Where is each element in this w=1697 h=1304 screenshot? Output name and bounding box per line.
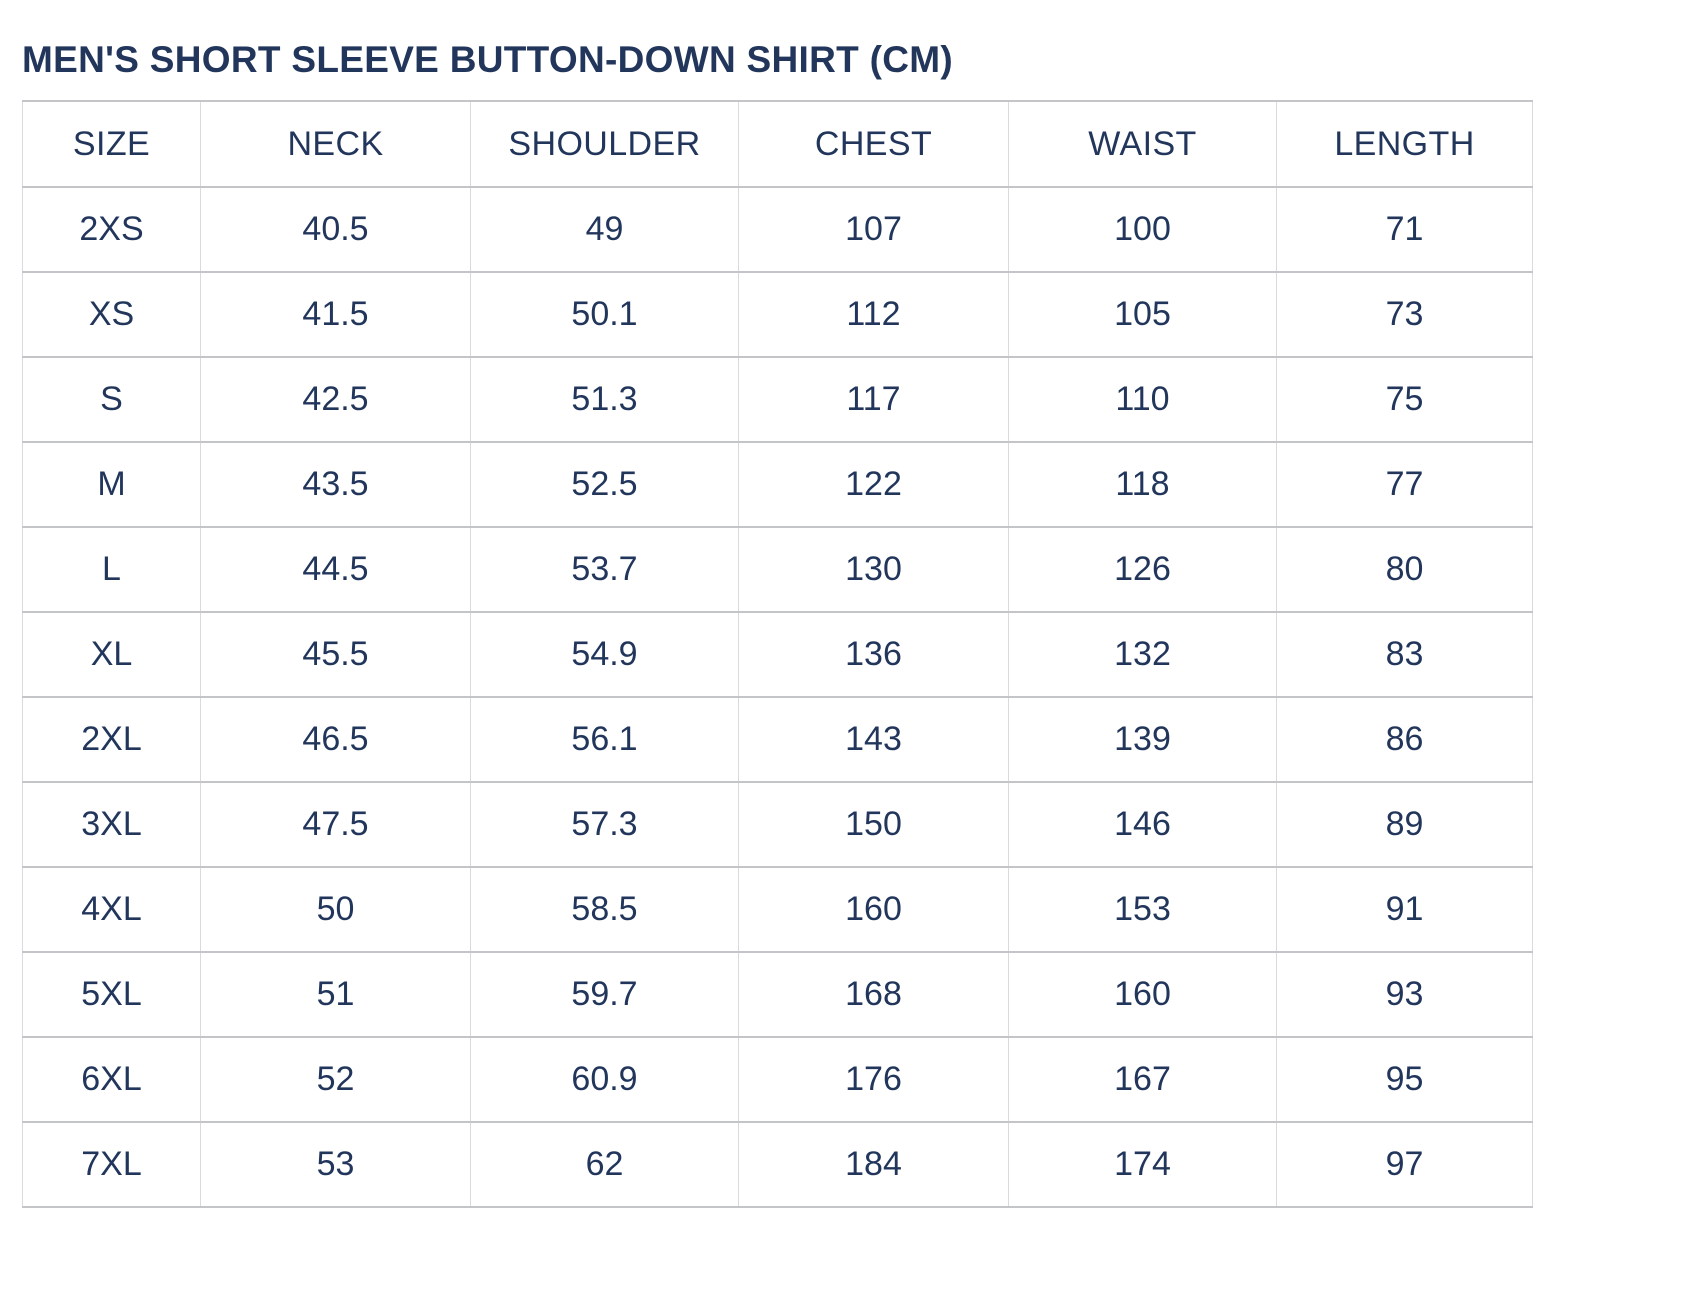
cell-size: L bbox=[22, 527, 201, 613]
cell-chest: 130 bbox=[738, 527, 1009, 613]
cell-length: 73 bbox=[1276, 272, 1533, 358]
cell-neck: 41.5 bbox=[200, 272, 471, 358]
cell-chest: 112 bbox=[738, 272, 1009, 358]
table-row: M 43.5 52.5 122 118 77 bbox=[22, 442, 1533, 528]
cell-size: XS bbox=[22, 272, 201, 358]
cell-neck: 40.5 bbox=[200, 187, 471, 273]
cell-length: 95 bbox=[1276, 1037, 1533, 1123]
table-row: 2XL 46.5 56.1 143 139 86 bbox=[22, 697, 1533, 783]
cell-waist: 167 bbox=[1008, 1037, 1277, 1123]
cell-length: 93 bbox=[1276, 952, 1533, 1038]
cell-chest: 136 bbox=[738, 612, 1009, 698]
cell-size: S bbox=[22, 357, 201, 443]
cell-chest: 176 bbox=[738, 1037, 1009, 1123]
cell-length: 75 bbox=[1276, 357, 1533, 443]
cell-shoulder: 53.7 bbox=[470, 527, 739, 613]
cell-size: 6XL bbox=[22, 1037, 201, 1123]
cell-length: 77 bbox=[1276, 442, 1533, 528]
cell-shoulder: 52.5 bbox=[470, 442, 739, 528]
cell-shoulder: 51.3 bbox=[470, 357, 739, 443]
cell-shoulder: 58.5 bbox=[470, 867, 739, 953]
cell-length: 83 bbox=[1276, 612, 1533, 698]
cell-length: 80 bbox=[1276, 527, 1533, 613]
table-header: SIZE NECK SHOULDER CHEST WAIST LENGTH bbox=[22, 100, 1533, 188]
cell-size: 2XS bbox=[22, 187, 201, 273]
cell-chest: 168 bbox=[738, 952, 1009, 1038]
table-header-row: SIZE NECK SHOULDER CHEST WAIST LENGTH bbox=[22, 100, 1533, 188]
cell-chest: 122 bbox=[738, 442, 1009, 528]
cell-size: M bbox=[22, 442, 201, 528]
table-row: XS 41.5 50.1 112 105 73 bbox=[22, 272, 1533, 358]
cell-waist: 118 bbox=[1008, 442, 1277, 528]
cell-neck: 47.5 bbox=[200, 782, 471, 868]
table-row: 7XL 53 62 184 174 97 bbox=[22, 1122, 1533, 1208]
cell-chest: 150 bbox=[738, 782, 1009, 868]
cell-neck: 52 bbox=[200, 1037, 471, 1123]
column-header-length: LENGTH bbox=[1276, 100, 1533, 188]
cell-size: 3XL bbox=[22, 782, 201, 868]
column-header-waist: WAIST bbox=[1008, 100, 1277, 188]
column-header-shoulder: SHOULDER bbox=[470, 100, 739, 188]
cell-waist: 153 bbox=[1008, 867, 1277, 953]
table-row: 4XL 50 58.5 160 153 91 bbox=[22, 867, 1533, 953]
cell-waist: 105 bbox=[1008, 272, 1277, 358]
cell-waist: 160 bbox=[1008, 952, 1277, 1038]
cell-chest: 160 bbox=[738, 867, 1009, 953]
cell-length: 86 bbox=[1276, 697, 1533, 783]
cell-neck: 46.5 bbox=[200, 697, 471, 783]
cell-shoulder: 54.9 bbox=[470, 612, 739, 698]
cell-waist: 110 bbox=[1008, 357, 1277, 443]
column-header-neck: NECK bbox=[200, 100, 471, 188]
column-header-size: SIZE bbox=[22, 100, 201, 188]
size-chart-table-wrapper: SIZE NECK SHOULDER CHEST WAIST LENGTH 2X… bbox=[22, 100, 1533, 1208]
table-row: 3XL 47.5 57.3 150 146 89 bbox=[22, 782, 1533, 868]
page-title: MEN'S SHORT SLEEVE BUTTON-DOWN SHIRT (CM… bbox=[22, 39, 954, 80]
table-row: 6XL 52 60.9 176 167 95 bbox=[22, 1037, 1533, 1123]
cell-shoulder: 49 bbox=[470, 187, 739, 273]
cell-waist: 100 bbox=[1008, 187, 1277, 273]
cell-shoulder: 57.3 bbox=[470, 782, 739, 868]
cell-shoulder: 56.1 bbox=[470, 697, 739, 783]
cell-length: 97 bbox=[1276, 1122, 1533, 1208]
cell-neck: 43.5 bbox=[200, 442, 471, 528]
cell-waist: 126 bbox=[1008, 527, 1277, 613]
table-row: S 42.5 51.3 117 110 75 bbox=[22, 357, 1533, 443]
cell-shoulder: 50.1 bbox=[470, 272, 739, 358]
cell-chest: 117 bbox=[738, 357, 1009, 443]
cell-size: 4XL bbox=[22, 867, 201, 953]
cell-neck: 53 bbox=[200, 1122, 471, 1208]
cell-chest: 107 bbox=[738, 187, 1009, 273]
cell-neck: 50 bbox=[200, 867, 471, 953]
table-body: 2XS 40.5 49 107 100 71 XS 41.5 50.1 112 … bbox=[22, 187, 1533, 1208]
cell-shoulder: 59.7 bbox=[470, 952, 739, 1038]
cell-chest: 184 bbox=[738, 1122, 1009, 1208]
table-row: 5XL 51 59.7 168 160 93 bbox=[22, 952, 1533, 1038]
size-chart-table: SIZE NECK SHOULDER CHEST WAIST LENGTH 2X… bbox=[22, 100, 1533, 1208]
cell-length: 89 bbox=[1276, 782, 1533, 868]
cell-waist: 174 bbox=[1008, 1122, 1277, 1208]
cell-waist: 132 bbox=[1008, 612, 1277, 698]
table-row: 2XS 40.5 49 107 100 71 bbox=[22, 187, 1533, 273]
table-row: XL 45.5 54.9 136 132 83 bbox=[22, 612, 1533, 698]
cell-neck: 51 bbox=[200, 952, 471, 1038]
column-header-chest: CHEST bbox=[738, 100, 1009, 188]
table-row: L 44.5 53.7 130 126 80 bbox=[22, 527, 1533, 613]
cell-size: 5XL bbox=[22, 952, 201, 1038]
cell-neck: 44.5 bbox=[200, 527, 471, 613]
cell-waist: 139 bbox=[1008, 697, 1277, 783]
cell-neck: 42.5 bbox=[200, 357, 471, 443]
cell-size: XL bbox=[22, 612, 201, 698]
cell-chest: 143 bbox=[738, 697, 1009, 783]
cell-size: 2XL bbox=[22, 697, 201, 783]
cell-waist: 146 bbox=[1008, 782, 1277, 868]
cell-size: 7XL bbox=[22, 1122, 201, 1208]
cell-length: 71 bbox=[1276, 187, 1533, 273]
cell-shoulder: 62 bbox=[470, 1122, 739, 1208]
cell-neck: 45.5 bbox=[200, 612, 471, 698]
cell-length: 91 bbox=[1276, 867, 1533, 953]
cell-shoulder: 60.9 bbox=[470, 1037, 739, 1123]
